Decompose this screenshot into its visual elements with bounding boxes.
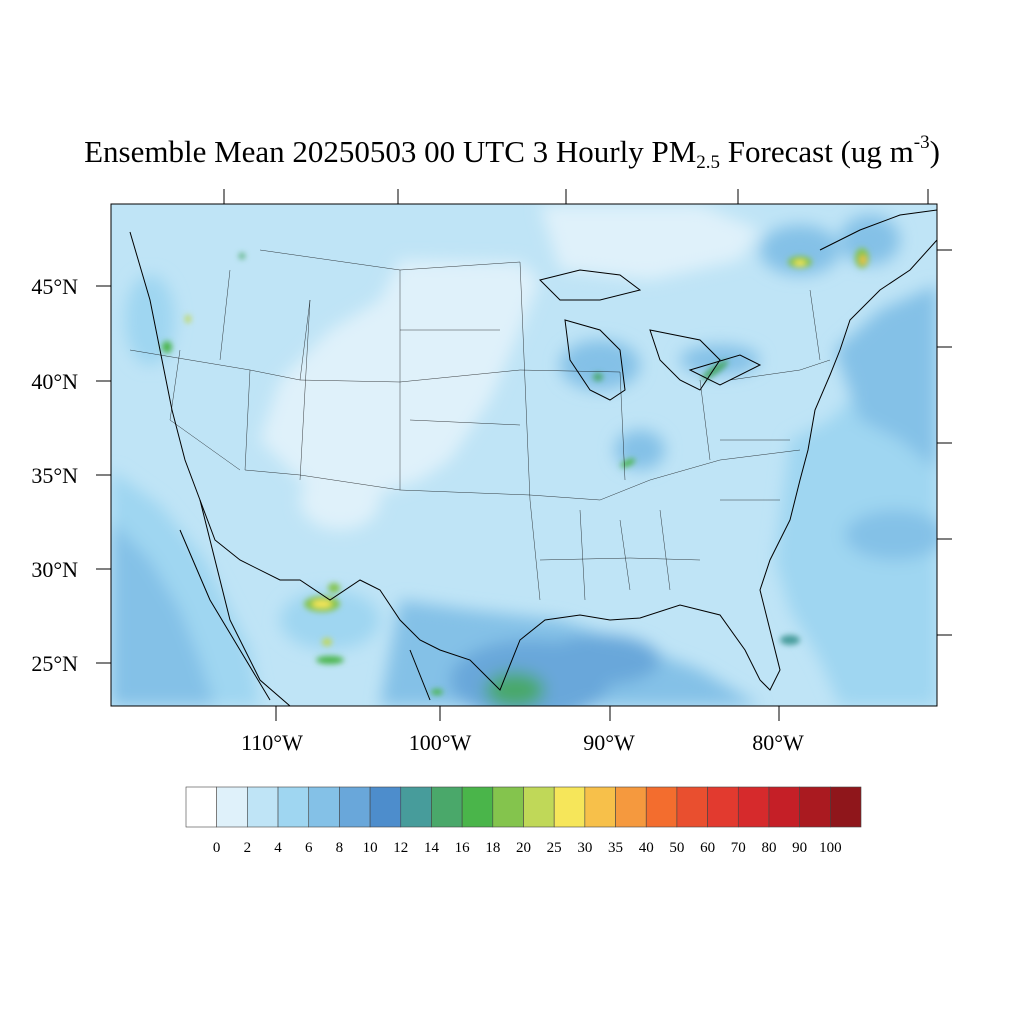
lon-label-100w: 100°W <box>409 730 472 755</box>
colorbar-label-4: 8 <box>336 840 344 856</box>
lon-label-80w: 80°W <box>752 730 804 755</box>
colorbar-label-15: 50 <box>669 840 684 856</box>
colorbar: 0 2 4 6 8 10 12 14 16 18 20 25 30 35 40 50 60 70 80 90 100 <box>185 786 862 856</box>
colorbar-label-14: 40 <box>639 840 654 856</box>
colorbar-label-3: 6 <box>305 840 313 856</box>
colorbar-label-1: 2 <box>244 840 252 856</box>
colorbar-box-17 <box>707 786 739 828</box>
lat-label-35: 35°N <box>31 463 78 488</box>
colorbar-box-12 <box>553 786 586 828</box>
colorbar-label-6: 12 <box>393 840 408 856</box>
colorbar-box-8 <box>431 786 463 828</box>
latitude-labels: 45°N 40°N 35°N 30°N 25°N <box>31 274 78 676</box>
colorbar-box-0 <box>185 786 217 828</box>
colorbar-label-2: 4 <box>274 840 282 856</box>
lon-label-90w: 90°W <box>583 730 635 755</box>
state-borders <box>129 249 831 601</box>
colorbar-label-10: 20 <box>516 840 531 856</box>
colorbar-label-11: 25 <box>547 840 562 856</box>
map-title: Ensemble Mean 20250503 00 UTC 3 Hourly P… <box>0 132 1024 173</box>
colorbar-label-17: 70 <box>731 840 746 856</box>
colorbar-box-11 <box>523 786 555 828</box>
colorbar-label-8: 16 <box>455 840 471 856</box>
colorbar-label-18: 80 <box>761 840 776 856</box>
colorbar-box-2 <box>247 786 279 828</box>
colorbar-box-18 <box>737 786 770 828</box>
colorbar-label-16: 60 <box>700 840 715 856</box>
title-middle: Forecast (ug m <box>720 134 914 169</box>
colorbar-label-5: 10 <box>363 840 378 856</box>
longitude-labels: 110°W 100°W 90°W 80°W <box>241 730 804 755</box>
colorbar-box-13 <box>584 786 616 828</box>
colorbar-box-4 <box>308 786 340 828</box>
map-frame <box>110 203 938 707</box>
lon-label-110w: 110°W <box>241 730 303 755</box>
colorbar-box-7 <box>400 786 432 828</box>
colorbar-label-13: 35 <box>608 840 623 856</box>
lat-label-45: 45°N <box>31 274 78 299</box>
title-prefix: Ensemble Mean 20250503 00 UTC 3 Hourly P… <box>84 134 697 169</box>
colorbar-box-3 <box>277 786 310 828</box>
lat-label-30: 30°N <box>31 557 78 582</box>
colorbar-box-15 <box>645 786 678 828</box>
lat-label-40: 40°N <box>31 369 78 394</box>
colorbar-label-7: 14 <box>424 840 440 856</box>
colorbar-box-21 <box>830 786 862 828</box>
colorbar-box-20 <box>799 786 831 828</box>
colorbar-label-20: 100 <box>819 840 842 856</box>
pm25-field <box>111 204 937 706</box>
colorbar-box-16 <box>676 786 708 828</box>
pm25-hotspots <box>162 248 869 695</box>
colorbar-label-19: 90 <box>792 840 807 856</box>
colorbar-box-6 <box>369 786 402 828</box>
colorbar-box-1 <box>216 786 248 828</box>
colorbar-box-19 <box>768 786 800 828</box>
title-suffix: ) <box>929 134 940 169</box>
colorbar-box-5 <box>339 786 371 828</box>
title-subscript: 2.5 <box>696 152 721 173</box>
coastlines <box>129 209 937 706</box>
colorbar-label-9: 18 <box>485 840 500 856</box>
colorbar-label-12: 30 <box>577 840 592 856</box>
axis-ticks <box>96 189 952 721</box>
colorbar-box-14 <box>615 786 647 828</box>
lat-label-25: 25°N <box>31 651 78 676</box>
colorbar-box-10 <box>492 786 524 828</box>
colorbar-label-0: 0 <box>213 840 221 856</box>
colorbar-box-9 <box>461 786 494 828</box>
title-superscript: -3 <box>913 132 930 153</box>
